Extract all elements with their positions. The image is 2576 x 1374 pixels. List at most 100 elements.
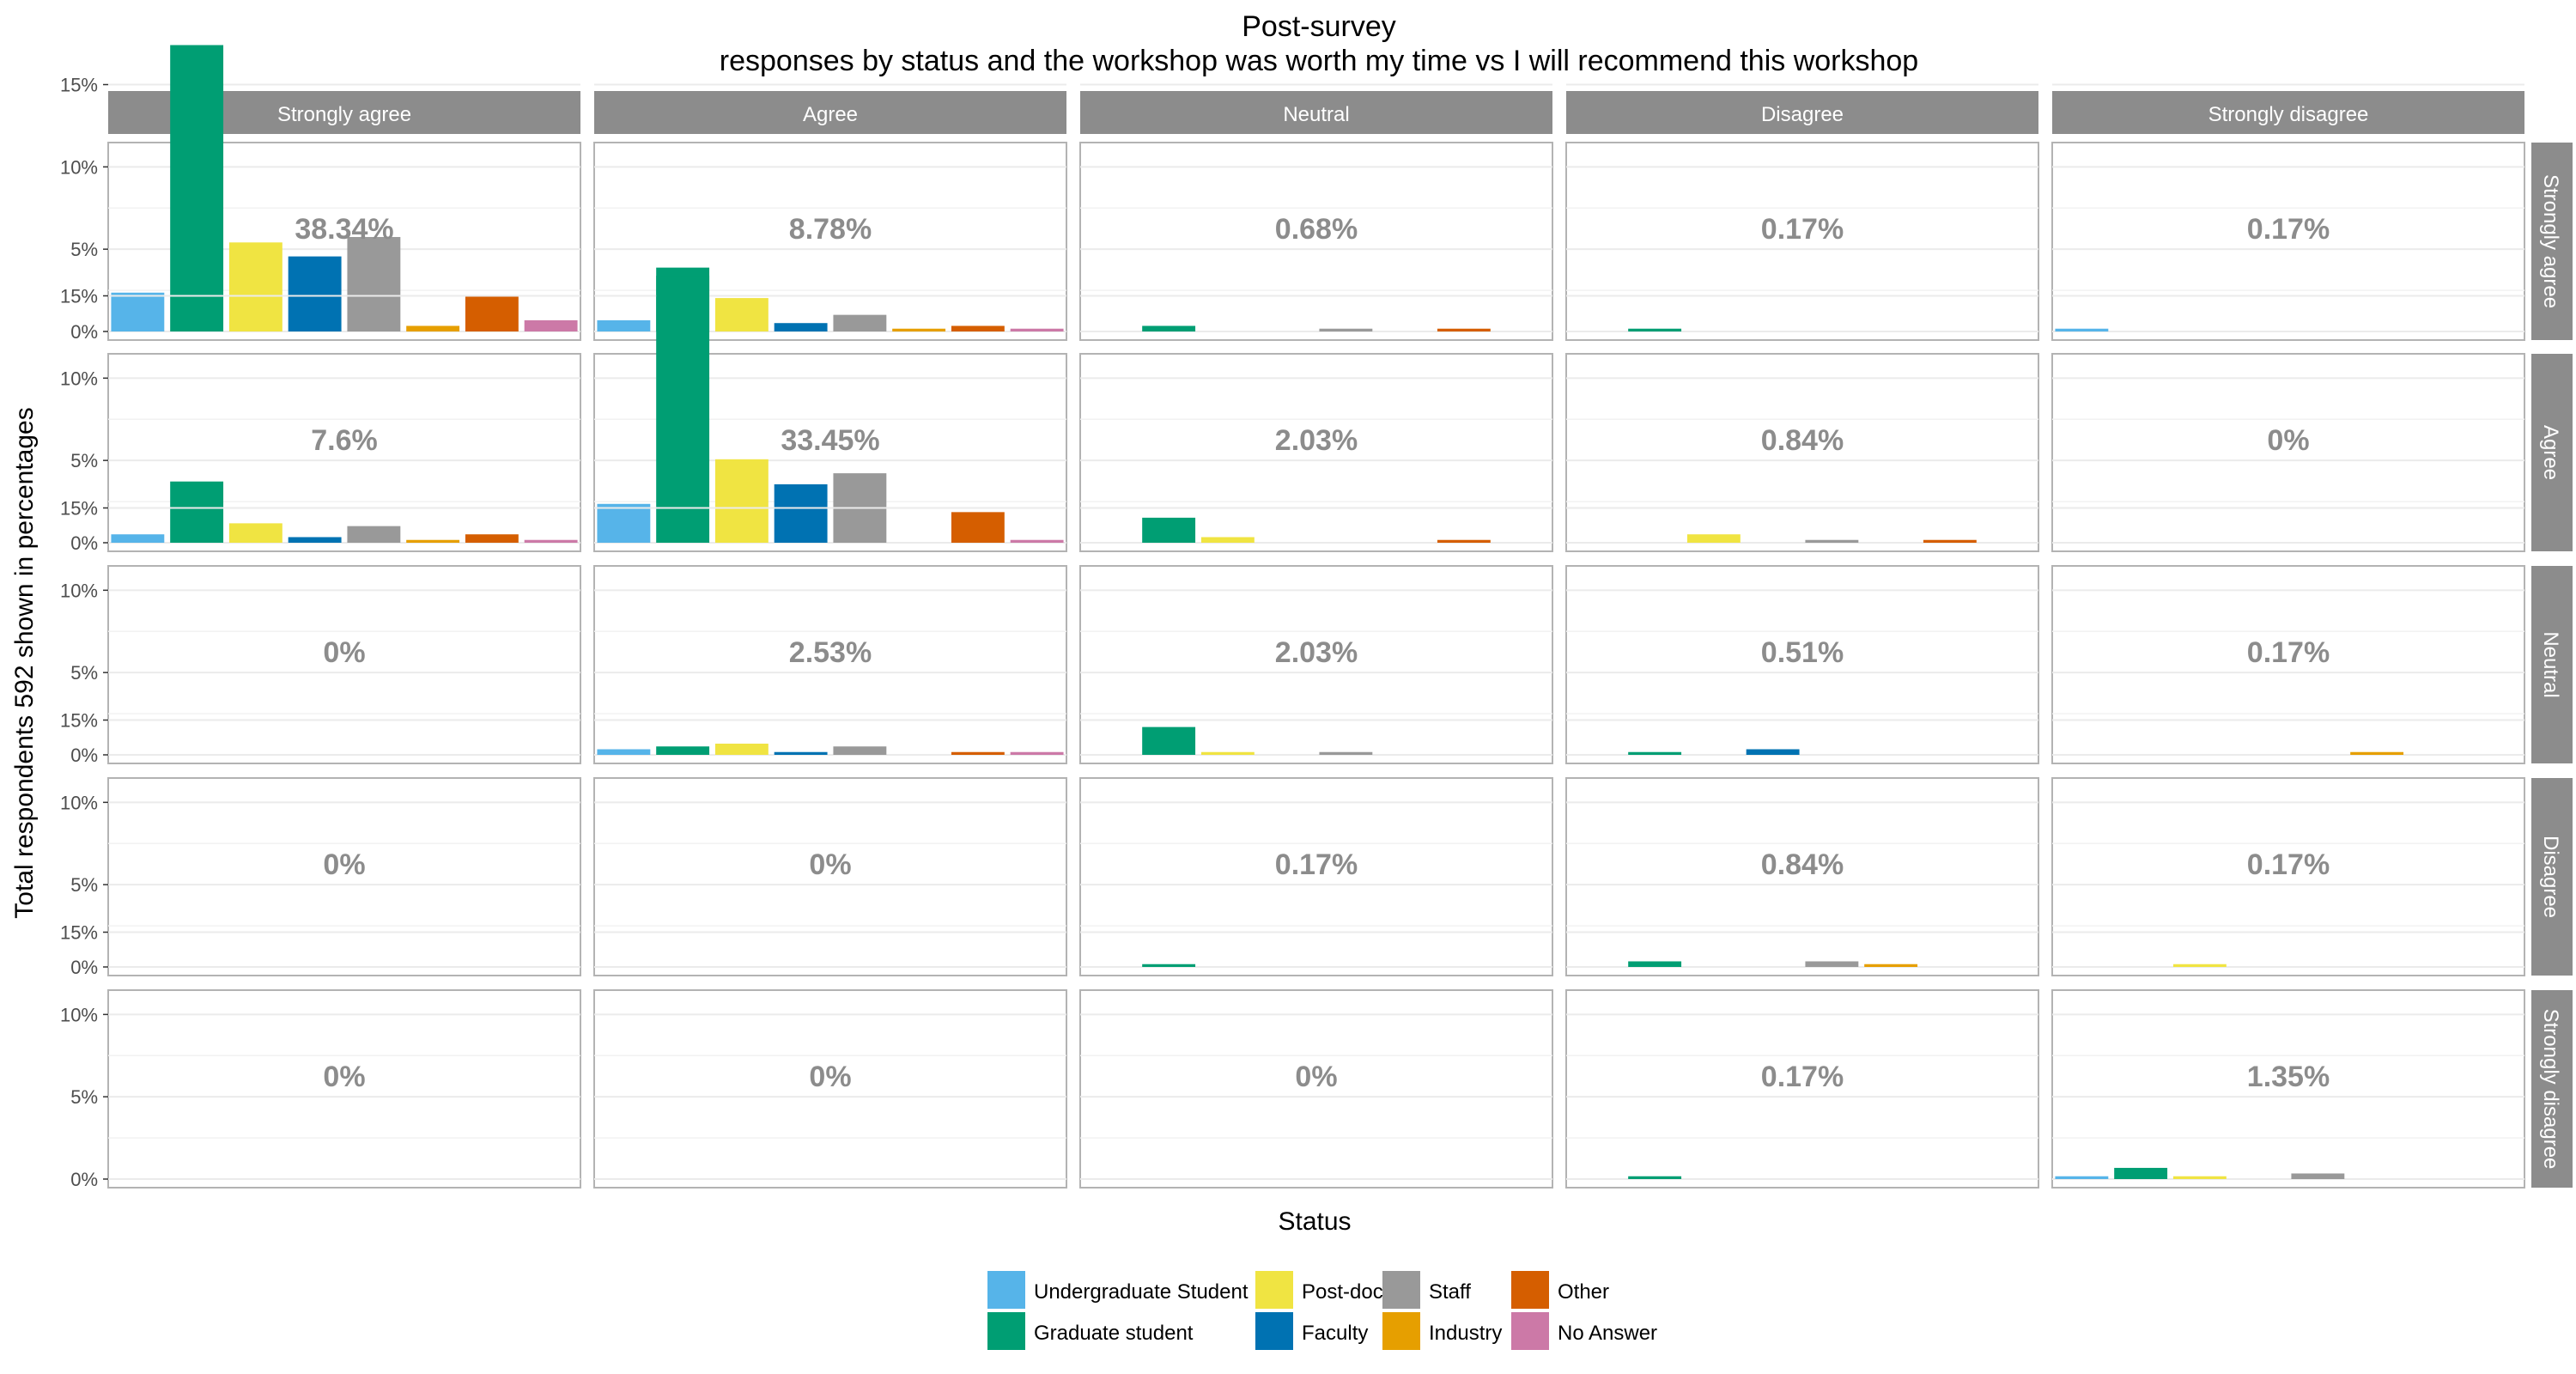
y-tick-label: 10%: [60, 580, 98, 601]
column-strip-label: Agree: [803, 103, 858, 126]
facet-panel: 0.17%: [2051, 719, 2525, 976]
bar-undergraduate-student: [2055, 328, 2109, 331]
facet-panel: 2.03%: [1079, 295, 1553, 552]
bar-industry: [406, 539, 460, 543]
legend-label: Graduate student: [1034, 1322, 1194, 1345]
legend-swatch: [1382, 1271, 1420, 1309]
facet-panel: 2.53%: [593, 507, 1067, 764]
facet-panel: 0%: [107, 931, 581, 1189]
facet-panel: 0.17%: [1079, 719, 1553, 976]
panel-frame: [1079, 777, 1553, 976]
bar-post-doc: [2172, 1176, 2227, 1179]
panel-frame: [1079, 989, 1553, 1189]
facet-panel: 0.17%: [2051, 507, 2525, 764]
bar-staff: [347, 526, 401, 543]
panel-frame: [593, 565, 1067, 764]
bar-other: [951, 512, 1005, 543]
facet-panel: 2.03%: [1079, 507, 1553, 764]
facet-panel: 0.84%: [1565, 719, 2039, 976]
bar-faculty: [1746, 749, 1800, 755]
panel-total-label: 0.17%: [1761, 213, 1844, 246]
y-tick-label: 15%: [60, 710, 98, 732]
bar-undergraduate-student: [597, 503, 651, 543]
panel-frame: [107, 989, 581, 1189]
row-strip-label: Strongly agree: [2539, 174, 2562, 308]
y-tick-label: 5%: [70, 662, 98, 684]
facet-panel: 0%: [2051, 295, 2525, 552]
facet-panel: 0%: [593, 931, 1067, 1189]
legend-swatch: [987, 1312, 1025, 1350]
bar-industry: [2350, 751, 2404, 755]
facet-panel: 0.68%: [1079, 83, 1553, 341]
panel-frame: [593, 989, 1067, 1189]
panel-frame: [2051, 142, 2525, 341]
row-strip: [2531, 354, 2573, 551]
panel-total-label: 2.03%: [1275, 424, 1358, 457]
row-strip-label: Neutral: [2539, 631, 2562, 697]
bar-no-answer: [1010, 328, 1064, 331]
bar-other: [951, 751, 1005, 755]
bar-other: [1437, 539, 1491, 543]
facet-grid: Strongly agree Agree Neutral Disagree Strong…: [60, 45, 2573, 1190]
panel-total-label: 2.03%: [1275, 636, 1358, 669]
facet-panel: 7.6%: [107, 295, 581, 552]
panel-total-label: 0.68%: [1275, 213, 1358, 246]
facet-panel: 0%: [107, 719, 581, 976]
panel-frame: [1565, 777, 2039, 976]
bar-graduate-student: [1142, 517, 1196, 543]
column-strip-label: Strongly disagree: [2208, 103, 2369, 126]
legend: Undergraduate Student Graduate student Pos…: [987, 1271, 1657, 1350]
column-strip: [594, 91, 1066, 134]
bar-other: [465, 295, 519, 331]
row-strip-label: Disagree: [2539, 836, 2562, 918]
x-axis-title: Status: [1278, 1207, 1351, 1236]
panel-frame: [1565, 353, 2039, 552]
legend-label: Post-doc: [1302, 1280, 1383, 1304]
y-tick-label: 0%: [70, 321, 98, 343]
y-tick-label: 15%: [60, 498, 98, 520]
panel-total-label: 1.35%: [2247, 1061, 2330, 1093]
facet-panel: 0.51%: [1565, 507, 2039, 764]
facet-panel: 0.84%: [1565, 295, 2039, 552]
column-strip-label: Disagree: [1761, 103, 1844, 126]
y-tick-label: 15%: [60, 75, 98, 96]
y-tick-label: 5%: [70, 1086, 98, 1108]
bar-undergraduate-student: [597, 319, 651, 331]
bar-no-answer: [1010, 751, 1064, 755]
bar-undergraduate-student: [111, 534, 165, 543]
bar-graduate-student: [2114, 1167, 2168, 1179]
legend-label: No Answer: [1558, 1322, 1657, 1345]
bar-graduate-student: [170, 45, 224, 331]
y-axis-title: Total respondents 592 shown in percentag…: [10, 407, 39, 918]
column-strip-label: Neutral: [1283, 103, 1349, 126]
y-tick-label: 5%: [70, 450, 98, 471]
bar-undergraduate-student: [2055, 1176, 2109, 1179]
legend-swatch: [1511, 1271, 1549, 1309]
panel-total-label: 0.17%: [2247, 636, 2330, 669]
y-tick-label: 5%: [70, 239, 98, 260]
legend-swatch: [1382, 1312, 1420, 1350]
panel-frame: [107, 565, 581, 764]
bar-staff: [1805, 961, 1859, 967]
bar-graduate-student: [170, 481, 224, 543]
y-tick-label: 10%: [60, 792, 98, 813]
bar-staff: [1319, 328, 1373, 331]
y-tick-label: 10%: [60, 156, 98, 178]
legend-label: Undergraduate Student: [1034, 1280, 1249, 1304]
bar-undergraduate-student: [597, 749, 651, 755]
bar-staff: [1319, 751, 1373, 755]
bar-graduate-student: [656, 276, 710, 543]
bar-other: [1437, 328, 1491, 331]
bar-industry: [406, 325, 460, 331]
facet-panel: 0%: [1079, 931, 1553, 1189]
panel-frame: [1565, 989, 2039, 1189]
bar-staff: [833, 314, 887, 331]
bar-post-doc: [1200, 537, 1255, 543]
bar-post-doc: [228, 523, 283, 543]
bar-graduate-student: [1628, 328, 1682, 331]
panel-total-label: 33.45%: [781, 424, 879, 457]
bar-graduate-student: [1628, 751, 1682, 755]
row-strip: [2531, 566, 2573, 763]
facet-panel: 0.17%: [1565, 931, 2039, 1189]
